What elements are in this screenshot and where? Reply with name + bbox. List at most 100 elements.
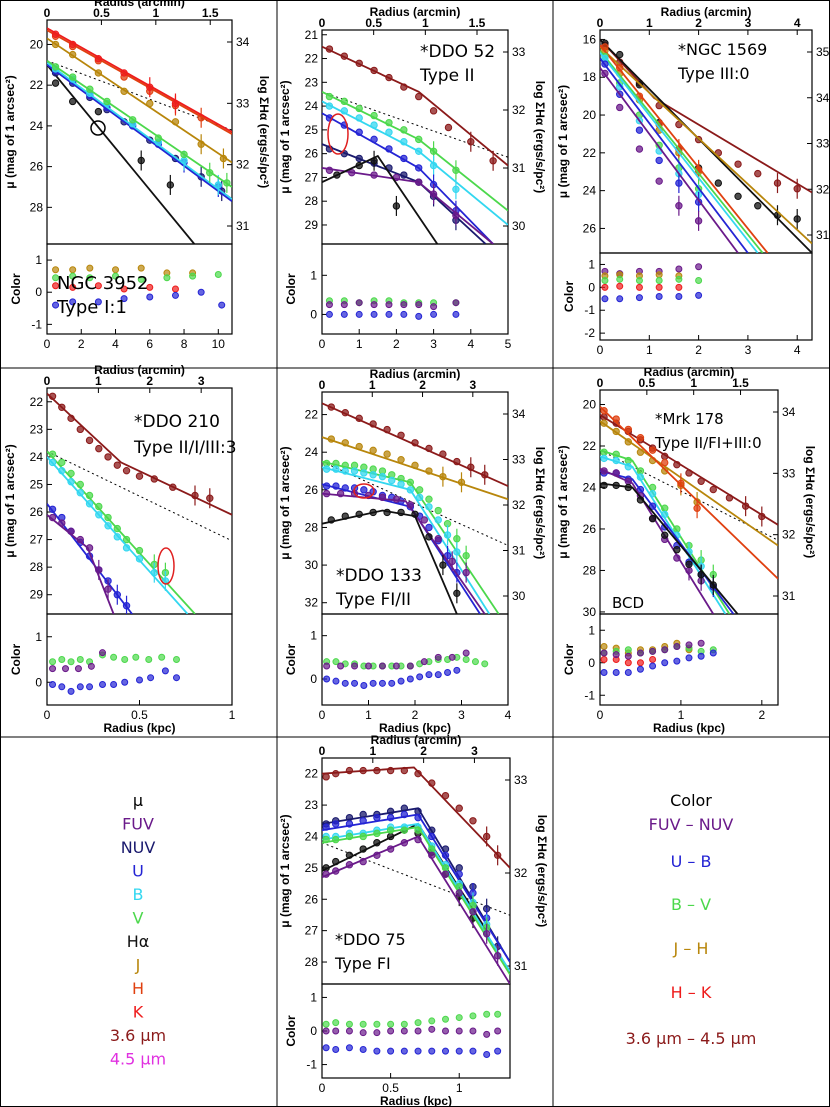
main-y-tick-label: 20 — [583, 108, 597, 122]
series-fuv — [47, 513, 115, 614]
data-point — [360, 486, 368, 494]
main-y-tick-label: 22 — [305, 52, 319, 66]
fit-line — [47, 64, 196, 244]
color-point — [601, 283, 609, 291]
legend-entry: V — [133, 909, 144, 928]
data-point — [322, 864, 330, 872]
data-point — [58, 519, 66, 527]
top-tick-label: 1 — [422, 16, 429, 30]
main-y-tick-label: 28 — [305, 194, 319, 208]
data-point — [685, 560, 693, 568]
color-point — [132, 653, 140, 661]
data-point — [48, 450, 57, 458]
color-point — [355, 310, 363, 318]
color-point — [345, 1027, 353, 1035]
fit-line — [322, 91, 508, 212]
right-y-tick-label: 31 — [236, 219, 250, 233]
fit-line — [600, 52, 759, 253]
top-tick-label: 0 — [597, 376, 604, 390]
color-point — [392, 662, 400, 670]
right-y-tick-label: 31 — [782, 589, 796, 603]
data-point — [386, 813, 395, 822]
color-point — [359, 1029, 367, 1037]
data-point — [360, 469, 368, 477]
data-point — [425, 533, 433, 541]
legend-entry: FUV — [122, 815, 154, 834]
data-point — [616, 103, 624, 112]
data-point — [48, 505, 57, 513]
reference-fit-line — [322, 842, 510, 916]
data-point — [397, 508, 405, 517]
bottom-axis-title: Radius (kpc) — [380, 1094, 452, 1107]
series-b — [322, 100, 508, 226]
color-point — [99, 681, 106, 689]
data-point — [429, 107, 438, 115]
right-y-tick-label: 32 — [514, 866, 528, 880]
highlight-circle — [90, 120, 106, 136]
main-y-tick-label: 22 — [305, 767, 319, 781]
data-point — [439, 450, 447, 458]
data-point — [85, 500, 94, 508]
color-point — [332, 677, 340, 685]
main-y-tick-label: 20 — [583, 398, 597, 412]
series-36m — [322, 45, 508, 171]
main-y-tick-label: 22 — [30, 395, 44, 409]
color-point — [52, 301, 60, 309]
color-point — [69, 298, 77, 306]
color-point — [340, 310, 348, 318]
data-point — [661, 467, 669, 475]
data-point — [333, 171, 341, 179]
data-point — [469, 817, 477, 825]
data-point — [420, 516, 428, 524]
data-point — [332, 835, 340, 844]
main-y-tick-label: 28 — [583, 563, 597, 577]
color-point — [612, 651, 620, 659]
data-point — [386, 766, 395, 775]
color-y-tick-label: -1 — [306, 1058, 317, 1072]
data-point — [67, 478, 75, 486]
data-point — [397, 431, 405, 439]
data-point — [95, 511, 103, 519]
series-fuv — [600, 467, 715, 614]
data-point — [48, 392, 57, 400]
fit-line — [600, 67, 739, 253]
data-point — [734, 192, 742, 201]
data-point — [135, 555, 144, 563]
data-point — [359, 810, 367, 819]
bottom-tick-label: 0 — [597, 343, 604, 357]
data-point — [400, 766, 409, 775]
color-point — [58, 683, 66, 691]
data-point — [406, 501, 415, 509]
color-y-axis-title: Color — [562, 644, 576, 676]
series-j — [322, 435, 508, 501]
data-point — [434, 506, 442, 515]
bottom-tick-label: 2 — [78, 337, 85, 351]
main-y-tick-label: 30 — [305, 558, 319, 572]
data-point — [104, 453, 112, 461]
data-point — [373, 829, 381, 838]
main-y-tick-label: 23 — [305, 798, 319, 812]
color-point — [49, 658, 57, 666]
main-y-tick-label: 24 — [30, 119, 44, 133]
data-point — [86, 85, 94, 93]
data-point — [355, 414, 363, 423]
series-v — [47, 59, 232, 193]
color-point — [373, 1020, 381, 1028]
data-point — [425, 523, 433, 532]
data-point — [95, 444, 103, 453]
color-point — [340, 301, 348, 309]
data-point — [94, 69, 103, 77]
color-series-ub — [322, 1044, 502, 1058]
data-point — [425, 503, 433, 511]
color-plot-frame — [599, 613, 779, 706]
top-tick-label: 1 — [95, 374, 102, 388]
data-point — [648, 502, 657, 510]
color-point — [112, 266, 120, 274]
bottom-tick-label: 1 — [646, 343, 653, 357]
data-point — [370, 111, 378, 120]
right-y-tick-label: 32 — [782, 528, 796, 542]
top-tick-label: 1 — [690, 376, 697, 390]
data-point — [425, 444, 433, 453]
data-point — [359, 766, 367, 775]
bottom-tick-label: 10 — [212, 337, 226, 351]
